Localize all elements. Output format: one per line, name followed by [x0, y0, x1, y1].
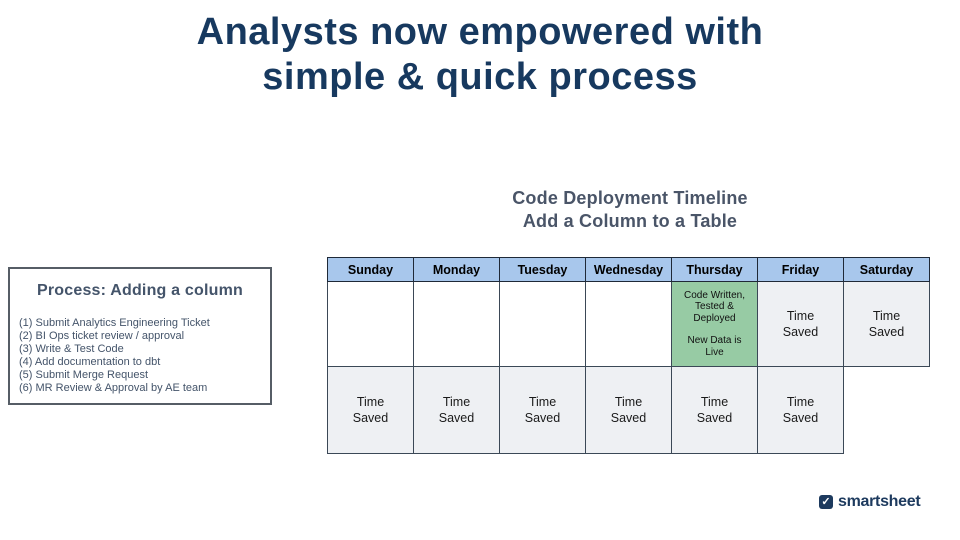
day-header-saturday: Saturday — [843, 257, 930, 282]
subtitle-line-1: Code Deployment Timeline — [512, 188, 748, 208]
day-header-sunday: Sunday — [327, 257, 414, 282]
subtitle-line-2: Add a Column to a Table — [522, 210, 738, 231]
process-step-3: (3) Write & Test Code — [19, 343, 124, 355]
calendar-cell-time-saved: Time Saved — [499, 366, 586, 454]
calendar-cell-empty — [327, 281, 414, 367]
calendar-cell-time-saved: Time Saved — [327, 366, 414, 454]
calendar-cell-time-saved: Time Saved — [757, 281, 844, 367]
calendar-cell-empty — [585, 281, 672, 367]
process-step-6: (6) MR Review & Approval by AE team — [19, 382, 208, 394]
slide-title-line-1: Analysts now empowered with — [196, 11, 764, 53]
calendar-table: Sunday Monday Tuesday Wednesday Thursday… — [327, 257, 930, 454]
calendar-cell-empty — [413, 281, 500, 367]
day-header-friday: Friday — [757, 257, 844, 282]
calendar-subtitle: Code Deployment Timeline Add a Column to… — [327, 187, 933, 233]
process-step-1: (1) Submit Analytics Engineering Ticket — [19, 317, 210, 329]
process-steps-list: (1) Submit Analytics Engineering Ticket … — [19, 317, 270, 395]
process-step-4: (4) Add documentation to dbt — [19, 356, 161, 368]
calendar-cell-time-saved: Time Saved — [413, 366, 500, 454]
calendar-cell-time-saved: Time Saved — [585, 366, 672, 454]
day-header-tuesday: Tuesday — [499, 257, 586, 282]
calendar-cell-time-saved: Time Saved — [843, 281, 930, 367]
calendar-header-row: Sunday Monday Tuesday Wednesday Thursday… — [327, 257, 930, 282]
check-icon: ✓ — [819, 495, 833, 509]
logo-text: smartsheet — [838, 493, 921, 510]
slide-title-line-2: simple & quick process — [262, 55, 698, 98]
calendar-row-2: Time Saved Time Saved Time Saved Time Sa… — [327, 366, 930, 454]
calendar-row-1: Code Written, Tested & Deployed New Data… — [327, 281, 930, 367]
day-header-thursday: Thursday — [671, 257, 758, 282]
slide-title: Analysts now empowered with simple & qui… — [0, 10, 960, 100]
calendar-cell-deployed: Code Written, Tested & Deployed New Data… — [671, 281, 758, 367]
smartsheet-logo: ✓ smartsheet — [819, 493, 921, 511]
process-step-5: (5) Submit Merge Request — [19, 369, 148, 381]
calendar-cell-absent — [843, 366, 930, 454]
process-box-title: Process: Adding a column — [36, 282, 244, 299]
day-header-monday: Monday — [413, 257, 500, 282]
day-header-wednesday: Wednesday — [585, 257, 672, 282]
calendar-cell-time-saved: Time Saved — [757, 366, 844, 454]
calendar-cell-time-saved: Time Saved — [671, 366, 758, 454]
process-step-2: (2) BI Ops ticket review / approval — [19, 330, 185, 342]
live-text: New Data is Live — [687, 335, 742, 358]
deployed-text: Code Written, Tested & Deployed — [684, 289, 745, 324]
process-box: Process: Adding a column (1) Submit Anal… — [8, 267, 272, 405]
calendar-cell-empty — [499, 281, 586, 367]
